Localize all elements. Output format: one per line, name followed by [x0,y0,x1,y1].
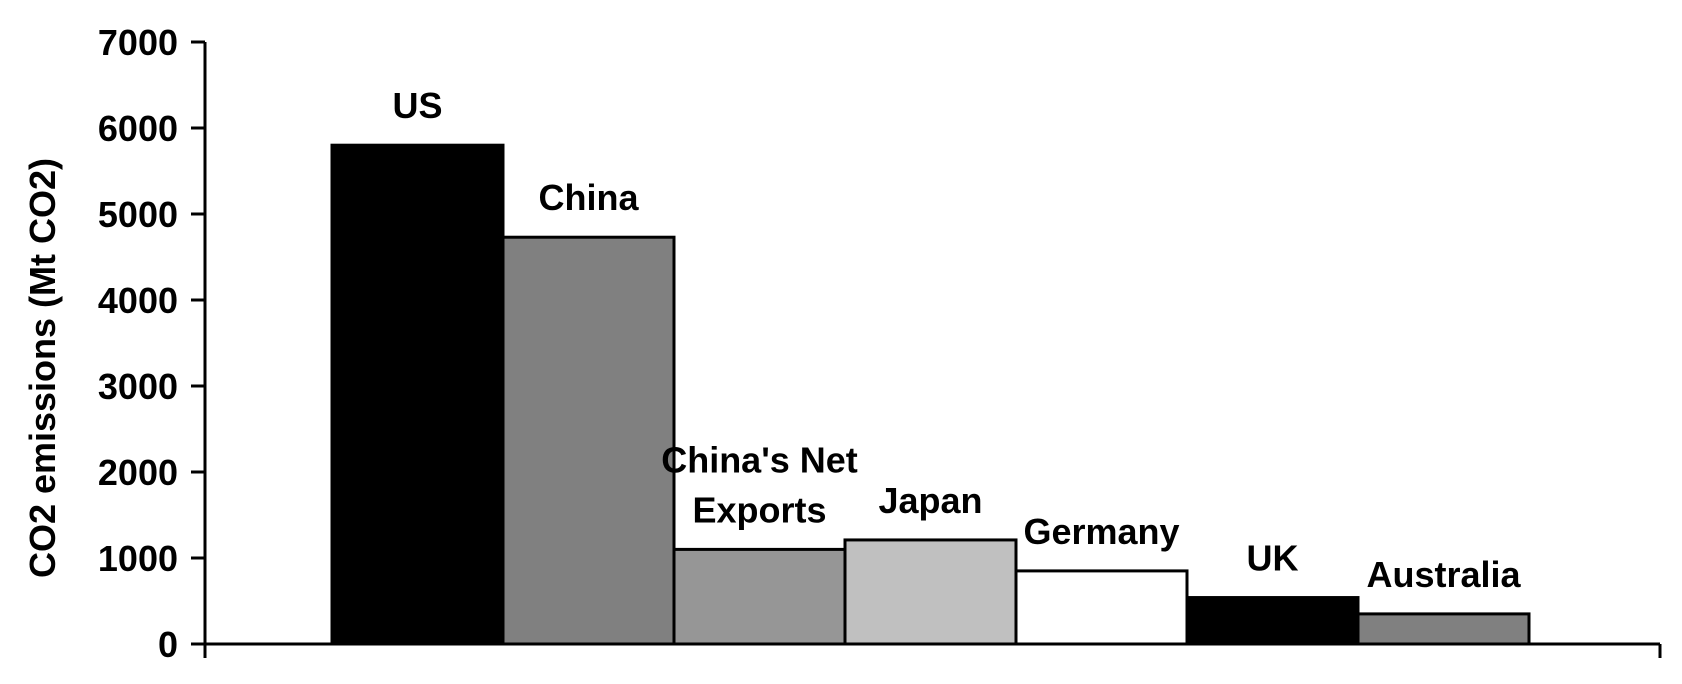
bar-label-australia: Australia [1366,554,1521,595]
bar-label-line: China [538,177,639,218]
bar-label-china-s-net-exports: China's Net Exports [661,439,858,530]
y-axis-title: CO2 emissions (Mt CO2) [22,158,63,578]
y-tick-label: 0 [158,624,178,665]
axis-layer: 0 1000 2000 3000 4000 5000 6000 7000 [98,22,1662,665]
y-tick-label: 2000 [98,452,178,493]
bar-china [501,235,676,646]
bar-australia [1356,612,1531,646]
bar-label-japan: Japan [878,480,982,521]
y-tick-label: 1000 [98,538,178,579]
bar-china-s-net-exports [672,547,847,646]
bar-label-line: Exports [692,489,826,530]
bar-germany [1014,569,1189,646]
y-tick-label: 3000 [98,366,178,407]
bars-layer [330,143,1531,646]
bar-label-uk: UK [1247,538,1299,579]
y-tick-label: 4000 [98,280,178,321]
y-tick-label: 7000 [98,22,178,63]
bar-label-line: Australia [1366,554,1521,595]
y-tick-label: 6000 [98,108,178,149]
bar-us [330,143,505,646]
labels-layer: US China China's Net Exports Japan Germany UK A… [392,85,1521,595]
bar-label-line: China's Net [661,439,858,480]
bar-japan [843,538,1018,646]
bar-label-line: UK [1247,538,1299,579]
bar-label-china: China [538,177,639,218]
bar-uk [1185,596,1360,646]
bar-label-line: Germany [1023,511,1179,552]
bar-label-us: US [392,85,442,126]
bar-label-line: Japan [878,480,982,521]
bar-label-germany: Germany [1023,511,1179,552]
y-tick-label: 5000 [98,194,178,235]
bar-label-line: US [392,85,442,126]
